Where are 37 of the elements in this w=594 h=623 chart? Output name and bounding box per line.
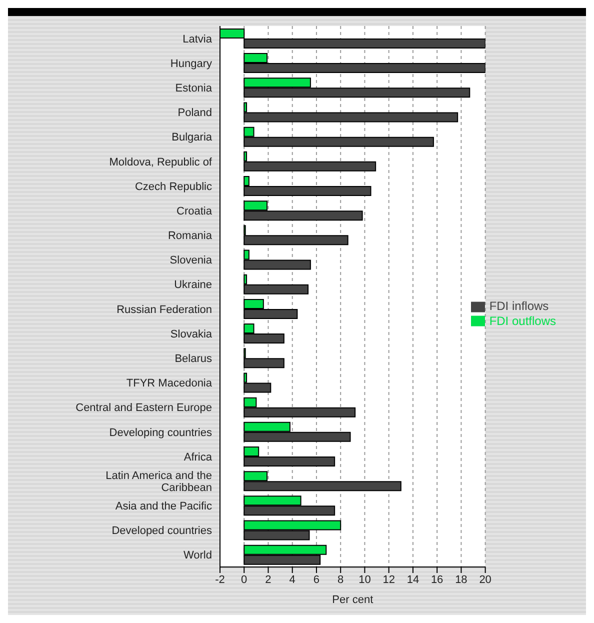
- y-tick-label: Asia and the Pacific: [115, 500, 212, 513]
- y-tick-label: Slovakia: [170, 328, 213, 340]
- y-tick-label: Russian Federation: [116, 304, 212, 316]
- y-tick-label: Moldova, Republic of: [109, 156, 213, 168]
- legend-label: FDI outflows: [489, 314, 556, 328]
- y-tick-label: Africa: [184, 451, 213, 464]
- y-tick-label: Central and Eastern Europe: [76, 402, 212, 414]
- x-tick-label: 14: [406, 574, 420, 586]
- y-tick-label: World: [183, 550, 212, 562]
- y-tick-label: Developed countries: [112, 525, 212, 538]
- y-tick-label: Czech Republic: [134, 180, 212, 193]
- y-tick-label: Estonia: [175, 82, 213, 94]
- y-tick-label: Romania: [168, 230, 213, 242]
- legend-label: FDI inflows: [489, 298, 549, 313]
- x-axis-title: Per cent: [332, 594, 374, 606]
- y-tick-label: Latin America and the Caribbean: [106, 470, 212, 494]
- x-tick-label: 20: [479, 574, 492, 586]
- x-tick-label: 8: [338, 574, 344, 586]
- x-tick-label: 4: [289, 574, 296, 586]
- x-tick-label: 6: [313, 574, 320, 586]
- y-tick-label: TFYR Macedonia: [126, 378, 213, 390]
- y-tick-label: Ukraine: [174, 279, 212, 292]
- x-tick-label: 18: [455, 574, 468, 586]
- x-tick-label: -2: [215, 574, 225, 586]
- x-tick-label: 0: [241, 574, 248, 586]
- x-tick-label: 2: [265, 574, 272, 586]
- y-tick-label: Latvia: [182, 33, 213, 46]
- x-tick-label: 12: [382, 574, 395, 586]
- y-tick-label: Bulgaria: [172, 132, 213, 144]
- y-tick-label: Croatia: [176, 205, 213, 218]
- y-tick-label: Belarus: [174, 352, 212, 365]
- x-tick-label: 10: [358, 574, 371, 586]
- y-tick-label: Slovenia: [170, 254, 213, 267]
- y-tick-label: Poland: [178, 107, 212, 120]
- x-tick-label: 16: [430, 574, 444, 586]
- y-tick-label: Developing countries: [109, 426, 212, 439]
- y-tick-label: Hungary: [170, 58, 212, 70]
